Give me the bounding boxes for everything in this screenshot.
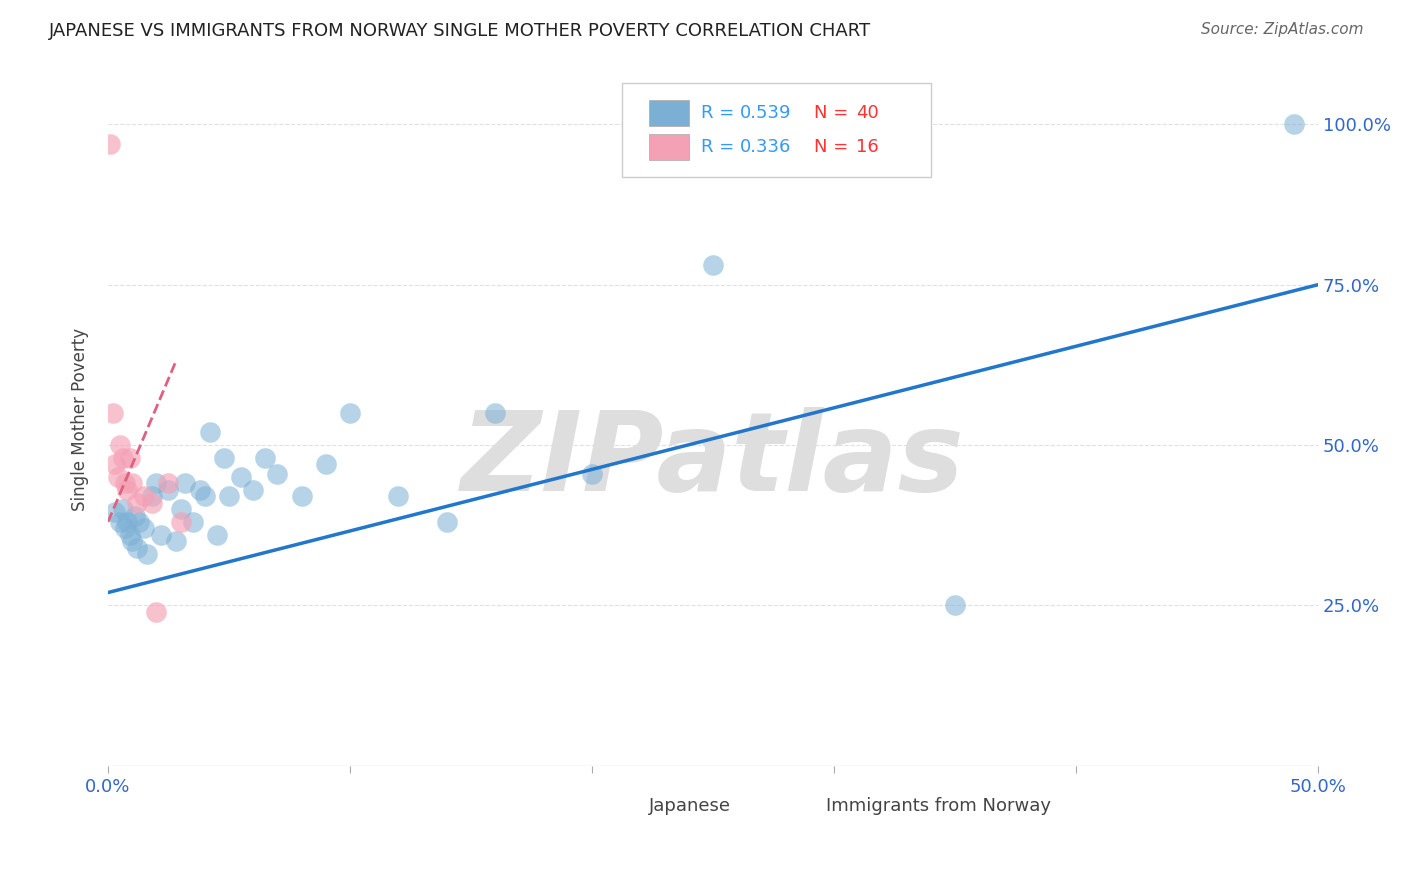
Point <box>157 483 180 497</box>
Point <box>125 496 148 510</box>
Point <box>943 599 966 613</box>
Point <box>141 496 163 510</box>
Point <box>145 476 167 491</box>
Point <box>198 425 221 440</box>
FancyBboxPatch shape <box>610 797 641 815</box>
Point <box>108 515 131 529</box>
Point <box>111 450 134 465</box>
Point <box>125 541 148 555</box>
Point <box>108 438 131 452</box>
Point <box>291 489 314 503</box>
Text: R =: R = <box>702 104 740 122</box>
Point <box>124 508 146 523</box>
Point <box>188 483 211 497</box>
Point <box>436 515 458 529</box>
Point <box>145 605 167 619</box>
Text: N =: N = <box>814 138 853 156</box>
Point <box>484 406 506 420</box>
Point <box>157 476 180 491</box>
Point <box>118 450 141 465</box>
Point <box>194 489 217 503</box>
Point <box>1282 117 1305 131</box>
Text: ZIPatlas: ZIPatlas <box>461 408 965 515</box>
Point <box>107 470 129 484</box>
Point <box>114 521 136 535</box>
Point <box>150 528 173 542</box>
Point <box>114 476 136 491</box>
FancyBboxPatch shape <box>650 100 689 127</box>
Point <box>100 136 122 151</box>
Point <box>702 259 724 273</box>
Text: 0.336: 0.336 <box>740 138 792 156</box>
Point <box>118 528 141 542</box>
Point <box>141 489 163 503</box>
Point <box>205 528 228 542</box>
Point <box>254 450 277 465</box>
Text: Immigrants from Norway: Immigrants from Norway <box>825 797 1050 815</box>
Text: 40: 40 <box>856 104 879 122</box>
Point <box>387 489 409 503</box>
Point <box>581 467 603 481</box>
Point <box>121 476 143 491</box>
Point <box>134 489 156 503</box>
Point <box>212 450 235 465</box>
Point <box>121 534 143 549</box>
Point <box>174 476 197 491</box>
Point <box>117 515 139 529</box>
Text: 0.539: 0.539 <box>740 104 792 122</box>
Point <box>135 547 157 561</box>
Point <box>181 515 204 529</box>
FancyBboxPatch shape <box>623 83 931 177</box>
Point <box>315 457 337 471</box>
Point <box>165 534 187 549</box>
Point <box>242 483 264 497</box>
Point <box>169 515 191 529</box>
Text: R =: R = <box>702 138 740 156</box>
Point <box>229 470 252 484</box>
Text: N =: N = <box>814 104 853 122</box>
Point <box>339 406 361 420</box>
Text: Japanese: Japanese <box>650 797 731 815</box>
Point <box>111 502 134 516</box>
Text: 16: 16 <box>856 138 879 156</box>
Point <box>128 515 150 529</box>
Point <box>104 505 127 519</box>
Point <box>104 457 127 471</box>
Y-axis label: Single Mother Poverty: Single Mother Poverty <box>72 327 89 511</box>
Text: Source: ZipAtlas.com: Source: ZipAtlas.com <box>1201 22 1364 37</box>
Point <box>266 467 288 481</box>
Point <box>218 489 240 503</box>
Point <box>134 521 156 535</box>
FancyBboxPatch shape <box>650 134 689 161</box>
Point <box>169 502 191 516</box>
Point <box>101 406 124 420</box>
Point <box>117 483 139 497</box>
Text: JAPANESE VS IMMIGRANTS FROM NORWAY SINGLE MOTHER POVERTY CORRELATION CHART: JAPANESE VS IMMIGRANTS FROM NORWAY SINGL… <box>49 22 872 40</box>
FancyBboxPatch shape <box>786 797 815 815</box>
